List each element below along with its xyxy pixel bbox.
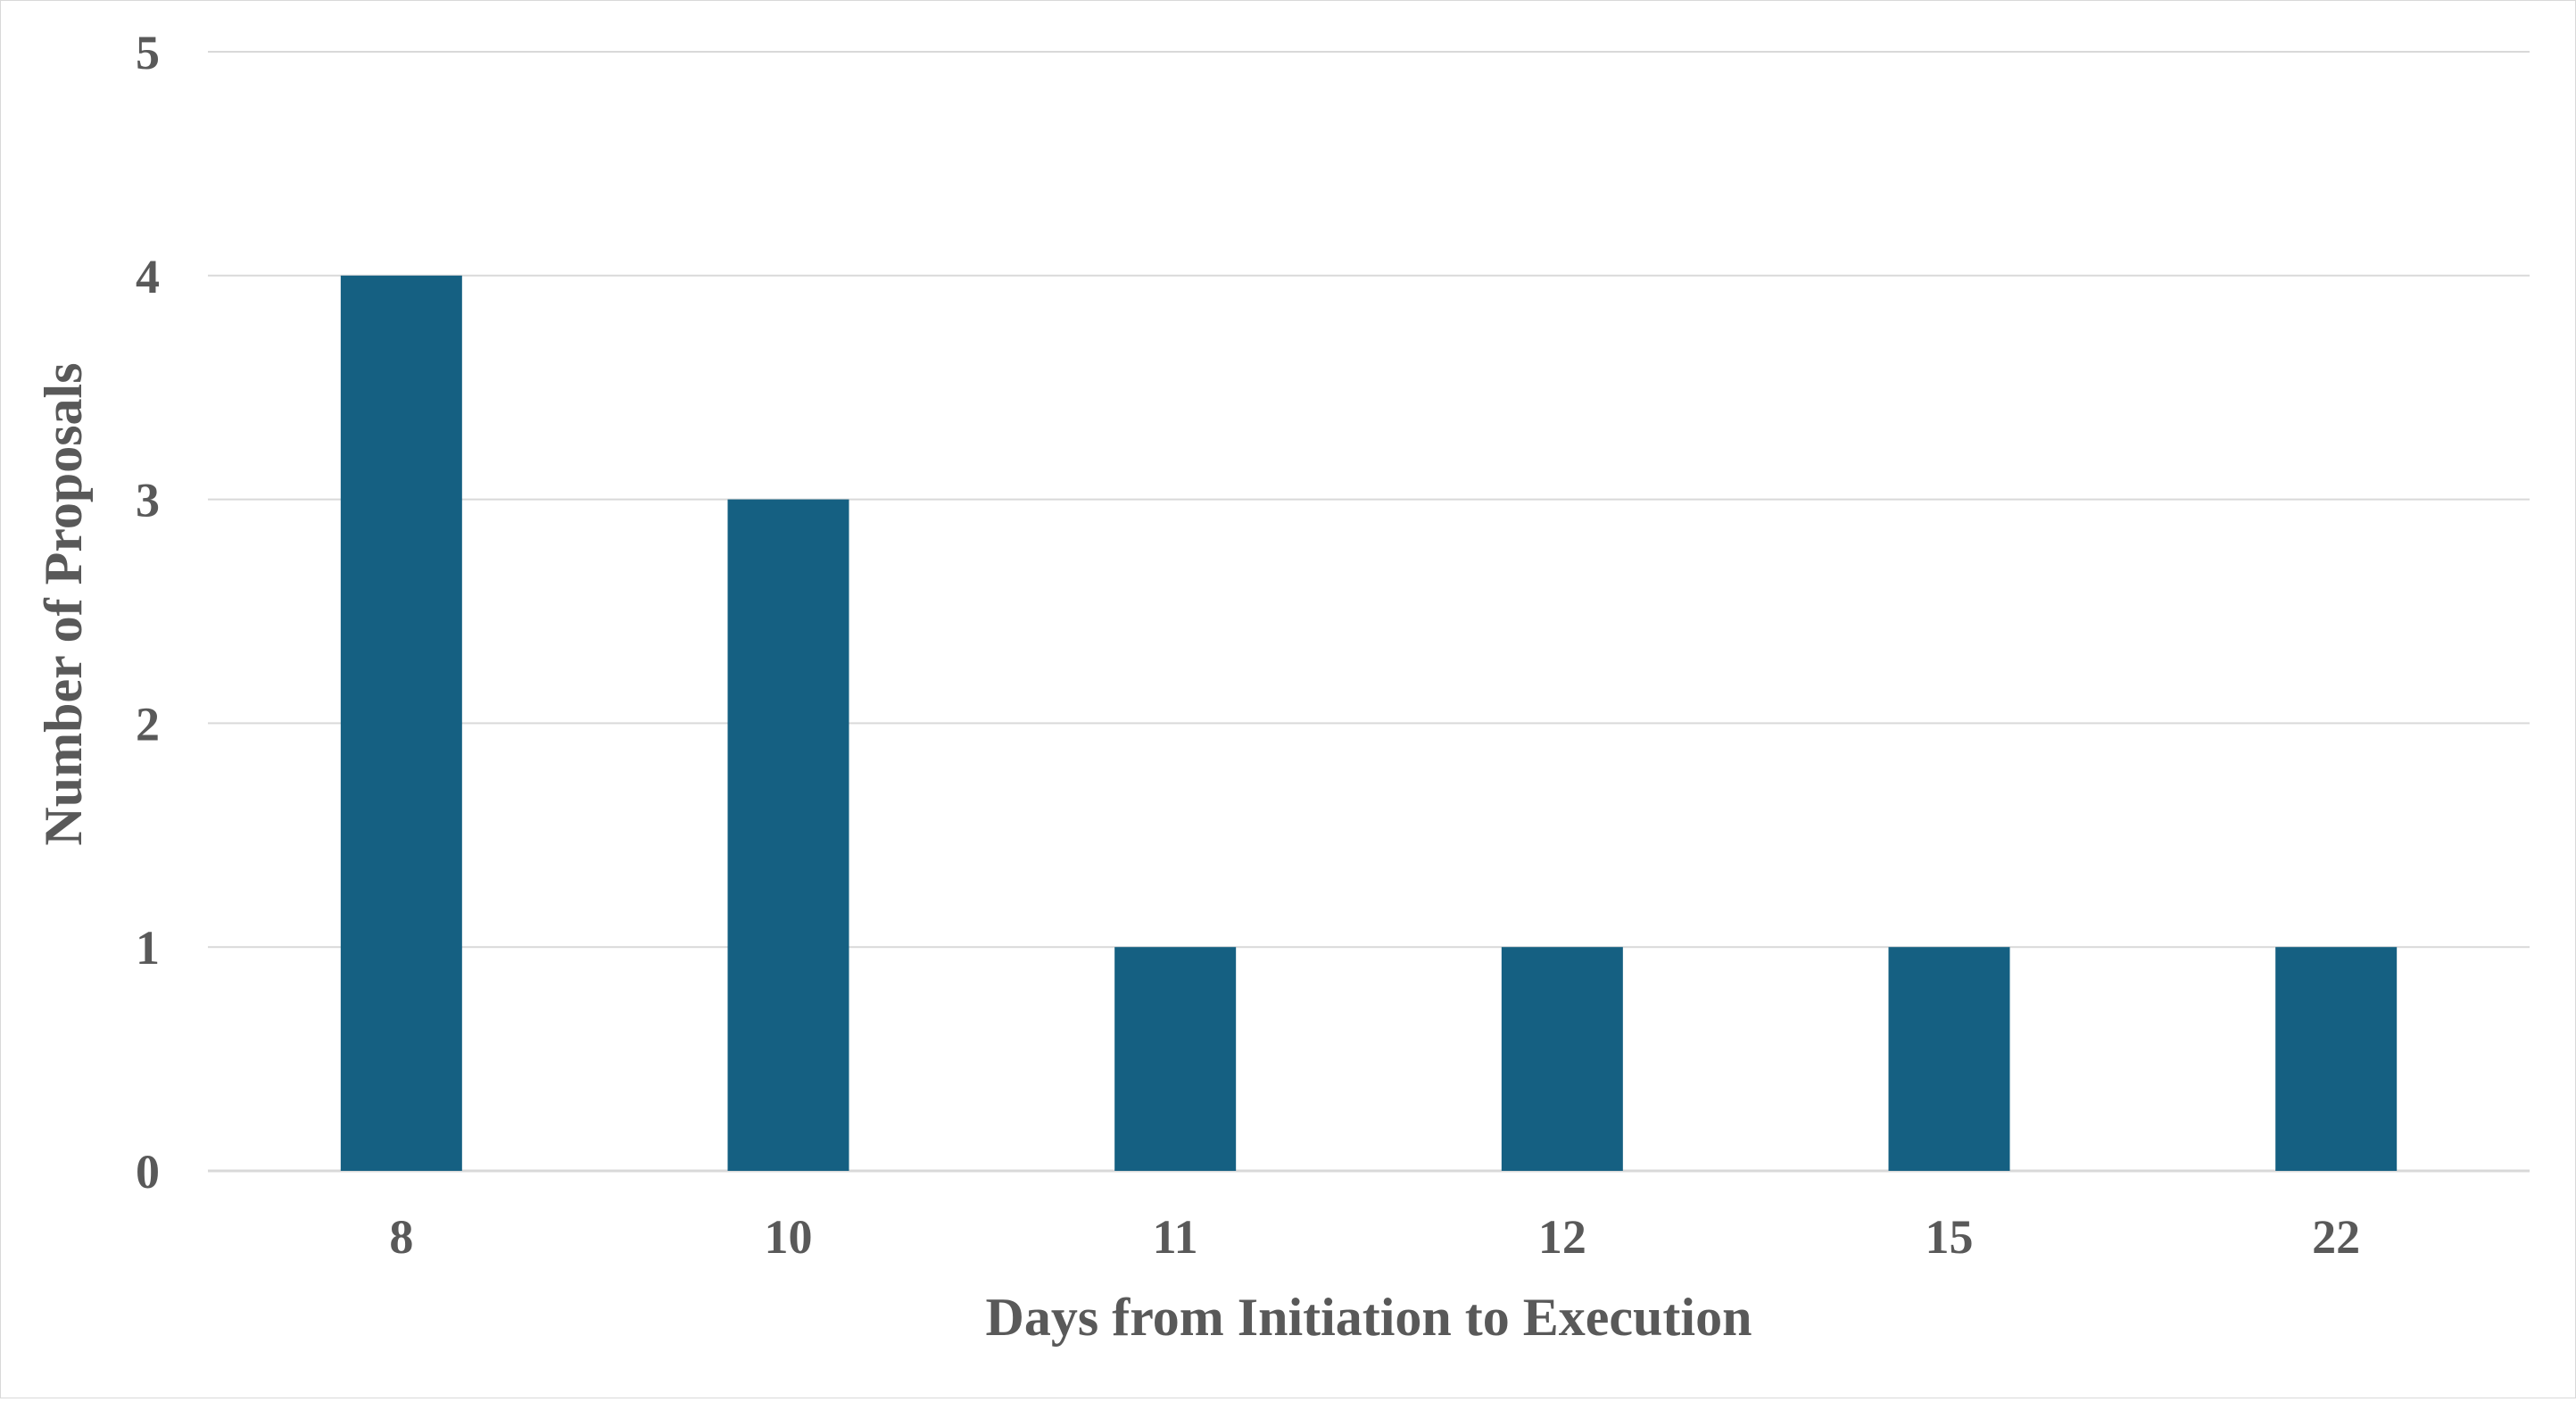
bar-12 xyxy=(1501,947,1623,1171)
x-tick-label: 11 xyxy=(1153,1210,1198,1264)
x-tick-label: 15 xyxy=(1926,1210,1974,1264)
x-tick-label: 12 xyxy=(1538,1210,1586,1264)
x-axis-title: Days from Initiation to Execution xyxy=(986,1288,1752,1347)
x-tick-label: 10 xyxy=(765,1210,813,1264)
x-tick-label: 22 xyxy=(2312,1210,2360,1264)
bars xyxy=(340,275,2398,1171)
y-tick-label: 2 xyxy=(136,697,160,751)
bar-15 xyxy=(1888,947,2010,1171)
bar-11 xyxy=(1114,947,1237,1171)
gridlines xyxy=(208,51,2530,1173)
bar-22 xyxy=(2275,947,2398,1171)
y-tick-labels: 0 1 2 3 4 5 xyxy=(136,26,160,1199)
y-tick-label: 0 xyxy=(136,1145,160,1199)
x-tick-labels: 8 10 11 12 15 22 xyxy=(389,1210,2360,1264)
bar-8 xyxy=(340,275,462,1171)
y-tick-label: 1 xyxy=(136,921,160,975)
y-tick-label: 4 xyxy=(136,250,160,303)
y-axis-title: Number of Proposals xyxy=(34,362,93,845)
y-tick-label: 5 xyxy=(136,26,160,79)
x-tick-label: 8 xyxy=(389,1210,413,1264)
bar-10 xyxy=(727,499,849,1171)
y-tick-label: 3 xyxy=(136,474,160,527)
